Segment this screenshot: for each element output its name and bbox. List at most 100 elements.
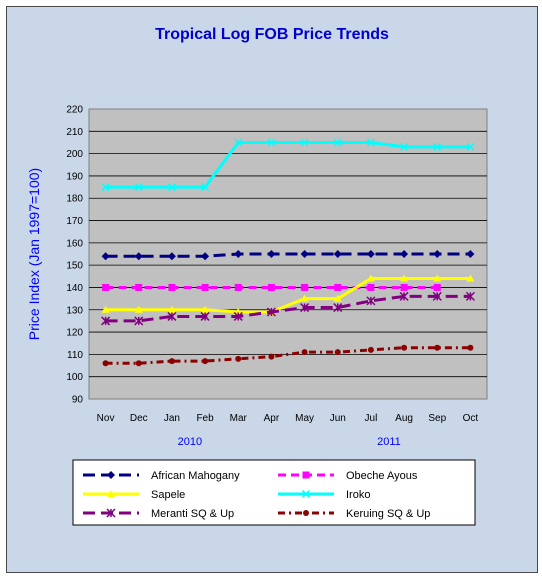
y-tick-label: 200	[66, 149, 83, 160]
data-point	[301, 349, 308, 356]
data-point	[135, 283, 143, 291]
data-point	[101, 316, 111, 326]
y-tick-label: 190	[66, 171, 83, 182]
y-tick-label: 220	[66, 105, 83, 116]
x-axis-ticks: Nov Dec Jan Feb Mar Apr May Jun Jul Aug Sep Oct	[97, 413, 479, 424]
data-point	[134, 316, 144, 326]
data-point	[400, 142, 409, 151]
legend-item: African Mahogany	[83, 470, 240, 482]
data-point	[134, 252, 143, 261]
data-point	[466, 142, 475, 151]
data-point	[333, 250, 342, 258]
legend-label: Meranti SQ & Up	[151, 508, 234, 520]
legend-label: Obeche Ayous	[346, 470, 418, 482]
data-point	[168, 358, 175, 365]
x-tick-label: Mar	[230, 413, 248, 424]
y-tick-label: 160	[66, 238, 83, 249]
y-axis-ticks: 90 100 110 120 130 140 150 160 170 180 190 200 210 22…	[66, 105, 83, 406]
x-tick-label: Dec	[130, 413, 148, 424]
legend-item: Keruing SQ & Up	[278, 508, 430, 520]
data-point	[167, 183, 176, 192]
x-tick-label: Apr	[264, 413, 280, 424]
gridlines	[89, 130, 487, 378]
data-point	[102, 360, 109, 367]
y-tick-label: 140	[66, 283, 83, 294]
data-point	[366, 274, 375, 282]
data-point	[101, 252, 110, 261]
y-tick-label: 170	[66, 216, 83, 227]
legend-marker	[107, 490, 115, 497]
data-point	[101, 305, 110, 313]
legend-label: African Mahogany	[151, 470, 240, 482]
data-point	[366, 296, 376, 306]
y-tick-label: 150	[66, 261, 83, 272]
data-point	[168, 283, 176, 291]
series-4	[101, 291, 475, 326]
data-point	[267, 283, 275, 291]
legend-marker	[107, 471, 115, 479]
legend: African Mahogany Obeche Ayous Sapele Iroko M…	[83, 470, 430, 520]
data-point	[234, 138, 243, 147]
data-point	[167, 305, 176, 313]
series-line	[105, 252, 471, 258]
chart-canvas: Tropical Log FOB Price Trends 90 100 110 12…	[26, 26, 488, 526]
series-line	[105, 346, 471, 365]
data-point	[267, 250, 276, 258]
x-tick-label: Nov	[97, 413, 115, 424]
data-point	[234, 308, 243, 315]
year-labels: 2010 2011	[178, 436, 401, 448]
data-point	[201, 283, 209, 291]
y-tick-label: 100	[66, 372, 83, 383]
data-point	[366, 138, 375, 147]
data-point	[400, 274, 409, 282]
legend-item: Iroko	[278, 489, 370, 501]
data-point	[101, 183, 110, 192]
data-point	[202, 358, 209, 365]
legend-label: Keruing SQ & Up	[346, 508, 430, 520]
data-point	[333, 138, 342, 147]
data-point	[367, 346, 374, 353]
data-point	[401, 344, 408, 351]
data-point	[234, 250, 243, 258]
data-point	[400, 250, 409, 258]
data-point	[333, 294, 342, 302]
data-point	[466, 250, 475, 258]
chart-title: Tropical Log FOB Price Trends	[155, 26, 389, 43]
chart-frame: Tropical Log FOB Price Trends 90 100 110 12…	[6, 6, 538, 573]
data-point	[267, 138, 276, 147]
data-point	[201, 252, 210, 261]
x-tick-label: Feb	[196, 413, 214, 424]
data-point	[399, 291, 409, 301]
legend-item: Meranti SQ & Up	[83, 508, 234, 520]
data-point	[233, 311, 243, 321]
y-tick-label: 210	[66, 127, 83, 138]
series-line	[105, 294, 471, 323]
data-point	[300, 250, 309, 258]
data-point	[432, 291, 442, 301]
data-point	[200, 311, 210, 321]
y-tick-label: 110	[67, 350, 83, 361]
x-tick-label: May	[295, 413, 314, 424]
data-point	[167, 311, 177, 321]
data-point	[433, 274, 442, 282]
legend-label: Iroko	[346, 489, 370, 501]
data-point	[465, 291, 475, 301]
data-point	[334, 283, 342, 291]
data-point	[433, 142, 442, 151]
data-point	[367, 283, 375, 291]
legend-item: Sapele	[83, 489, 185, 501]
x-tick-label: Oct	[463, 413, 479, 424]
x-tick-label: Aug	[395, 413, 413, 424]
data-point	[334, 349, 341, 356]
year-label: 2010	[178, 436, 202, 448]
data-point	[301, 283, 309, 291]
x-tick-label: Jun	[330, 413, 346, 424]
legend-label: Sapele	[151, 489, 185, 501]
legend-marker	[303, 510, 309, 516]
series-line	[105, 140, 471, 189]
legend-item: Obeche Ayous	[278, 470, 418, 482]
y-axis-label: Price Index (Jan 1997=100)	[26, 168, 42, 340]
legend-marker	[106, 508, 116, 518]
series-lines	[101, 138, 475, 367]
data-point	[167, 252, 176, 261]
